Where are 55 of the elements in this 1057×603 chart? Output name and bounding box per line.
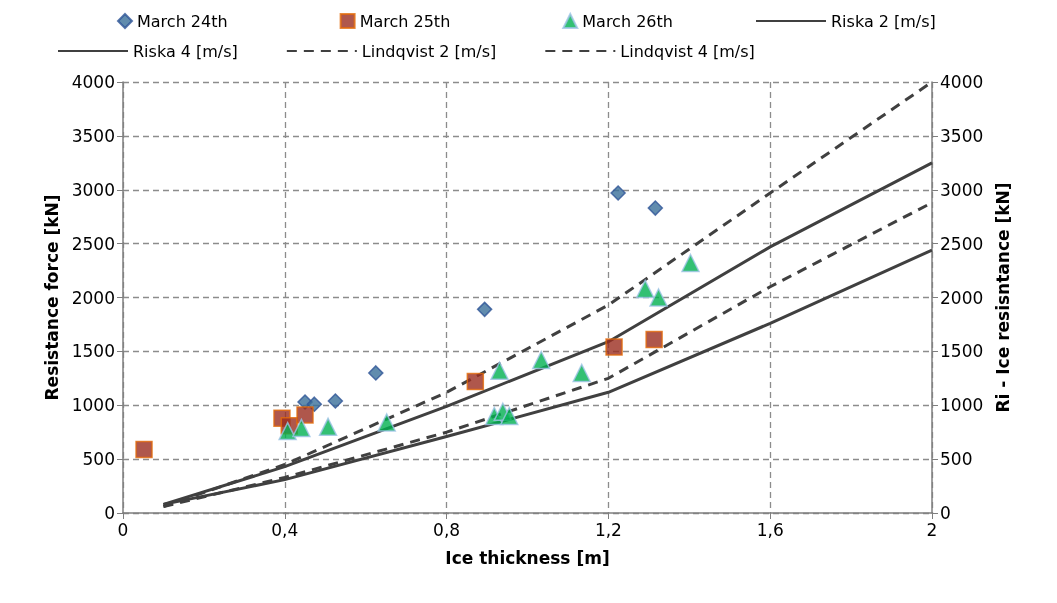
y2-tick-label: 0 <box>940 503 951 523</box>
x-tick-label: 0,8 <box>433 519 461 540</box>
point <box>368 365 384 381</box>
legend-label: Lindqvist 4 [m/s] <box>620 41 755 61</box>
point <box>635 279 655 299</box>
y-tick-label: 4000 <box>71 72 115 92</box>
y2-tick-label: 500 <box>940 449 973 470</box>
point <box>490 361 509 381</box>
point <box>476 301 493 318</box>
legend-label: Riska 4 [m/s] <box>133 41 238 61</box>
y-tick-label: 0 <box>104 503 115 523</box>
y2-tick-label: 2000 <box>940 287 984 308</box>
y-tick-label: 2000 <box>71 287 115 308</box>
point <box>647 200 664 216</box>
point <box>466 372 485 391</box>
point <box>610 185 626 201</box>
point <box>605 338 623 356</box>
point <box>572 363 591 383</box>
y2-tick-label: 2500 <box>940 233 984 254</box>
y2-tick-label: 3500 <box>940 125 984 146</box>
point <box>135 440 153 459</box>
point <box>377 413 396 432</box>
point <box>292 418 311 438</box>
point <box>681 253 700 273</box>
y-tick-label: 1000 <box>71 395 115 416</box>
point <box>327 393 344 409</box>
y2-tick-label: 1500 <box>940 341 984 362</box>
x-tick-label: 1,6 <box>756 519 784 540</box>
x-tick-label: 0 <box>117 519 129 540</box>
point <box>649 288 668 307</box>
x-tick-label: 1,2 <box>594 519 622 540</box>
y-tick-label: 3000 <box>71 179 115 200</box>
y2-tick-label: 1000 <box>940 395 984 416</box>
y-tick-label: 2500 <box>71 233 115 254</box>
legend-label: Lindqvist 2 [m/s] <box>361 41 497 61</box>
y2-tick-label: 4000 <box>940 72 984 92</box>
point <box>500 406 519 426</box>
x-tick-label: 0,4 <box>271 519 299 540</box>
legend-label: Riska 2 [m/s] <box>831 11 936 31</box>
point <box>278 421 297 441</box>
point <box>532 350 551 370</box>
y-tick-label: 1500 <box>71 341 115 362</box>
point <box>296 406 314 424</box>
y-tick-label: 3500 <box>71 125 115 146</box>
y2-tick-label: 3000 <box>940 179 984 200</box>
point <box>318 417 338 437</box>
y-axis-title: Resistance force [kN] <box>42 194 63 401</box>
y2-axis-title: Ri - Ice resisntance [kN] <box>992 182 1013 413</box>
x-tick-label: 2 <box>926 519 938 540</box>
legend-label: March 25th <box>359 11 451 31</box>
y-tick-label: 500 <box>82 449 115 470</box>
legend-label: March 24th <box>137 11 228 31</box>
x-axis-title: Ice thickness [m] <box>445 547 610 568</box>
legend-label: March 26th <box>582 11 673 31</box>
point <box>645 330 663 349</box>
